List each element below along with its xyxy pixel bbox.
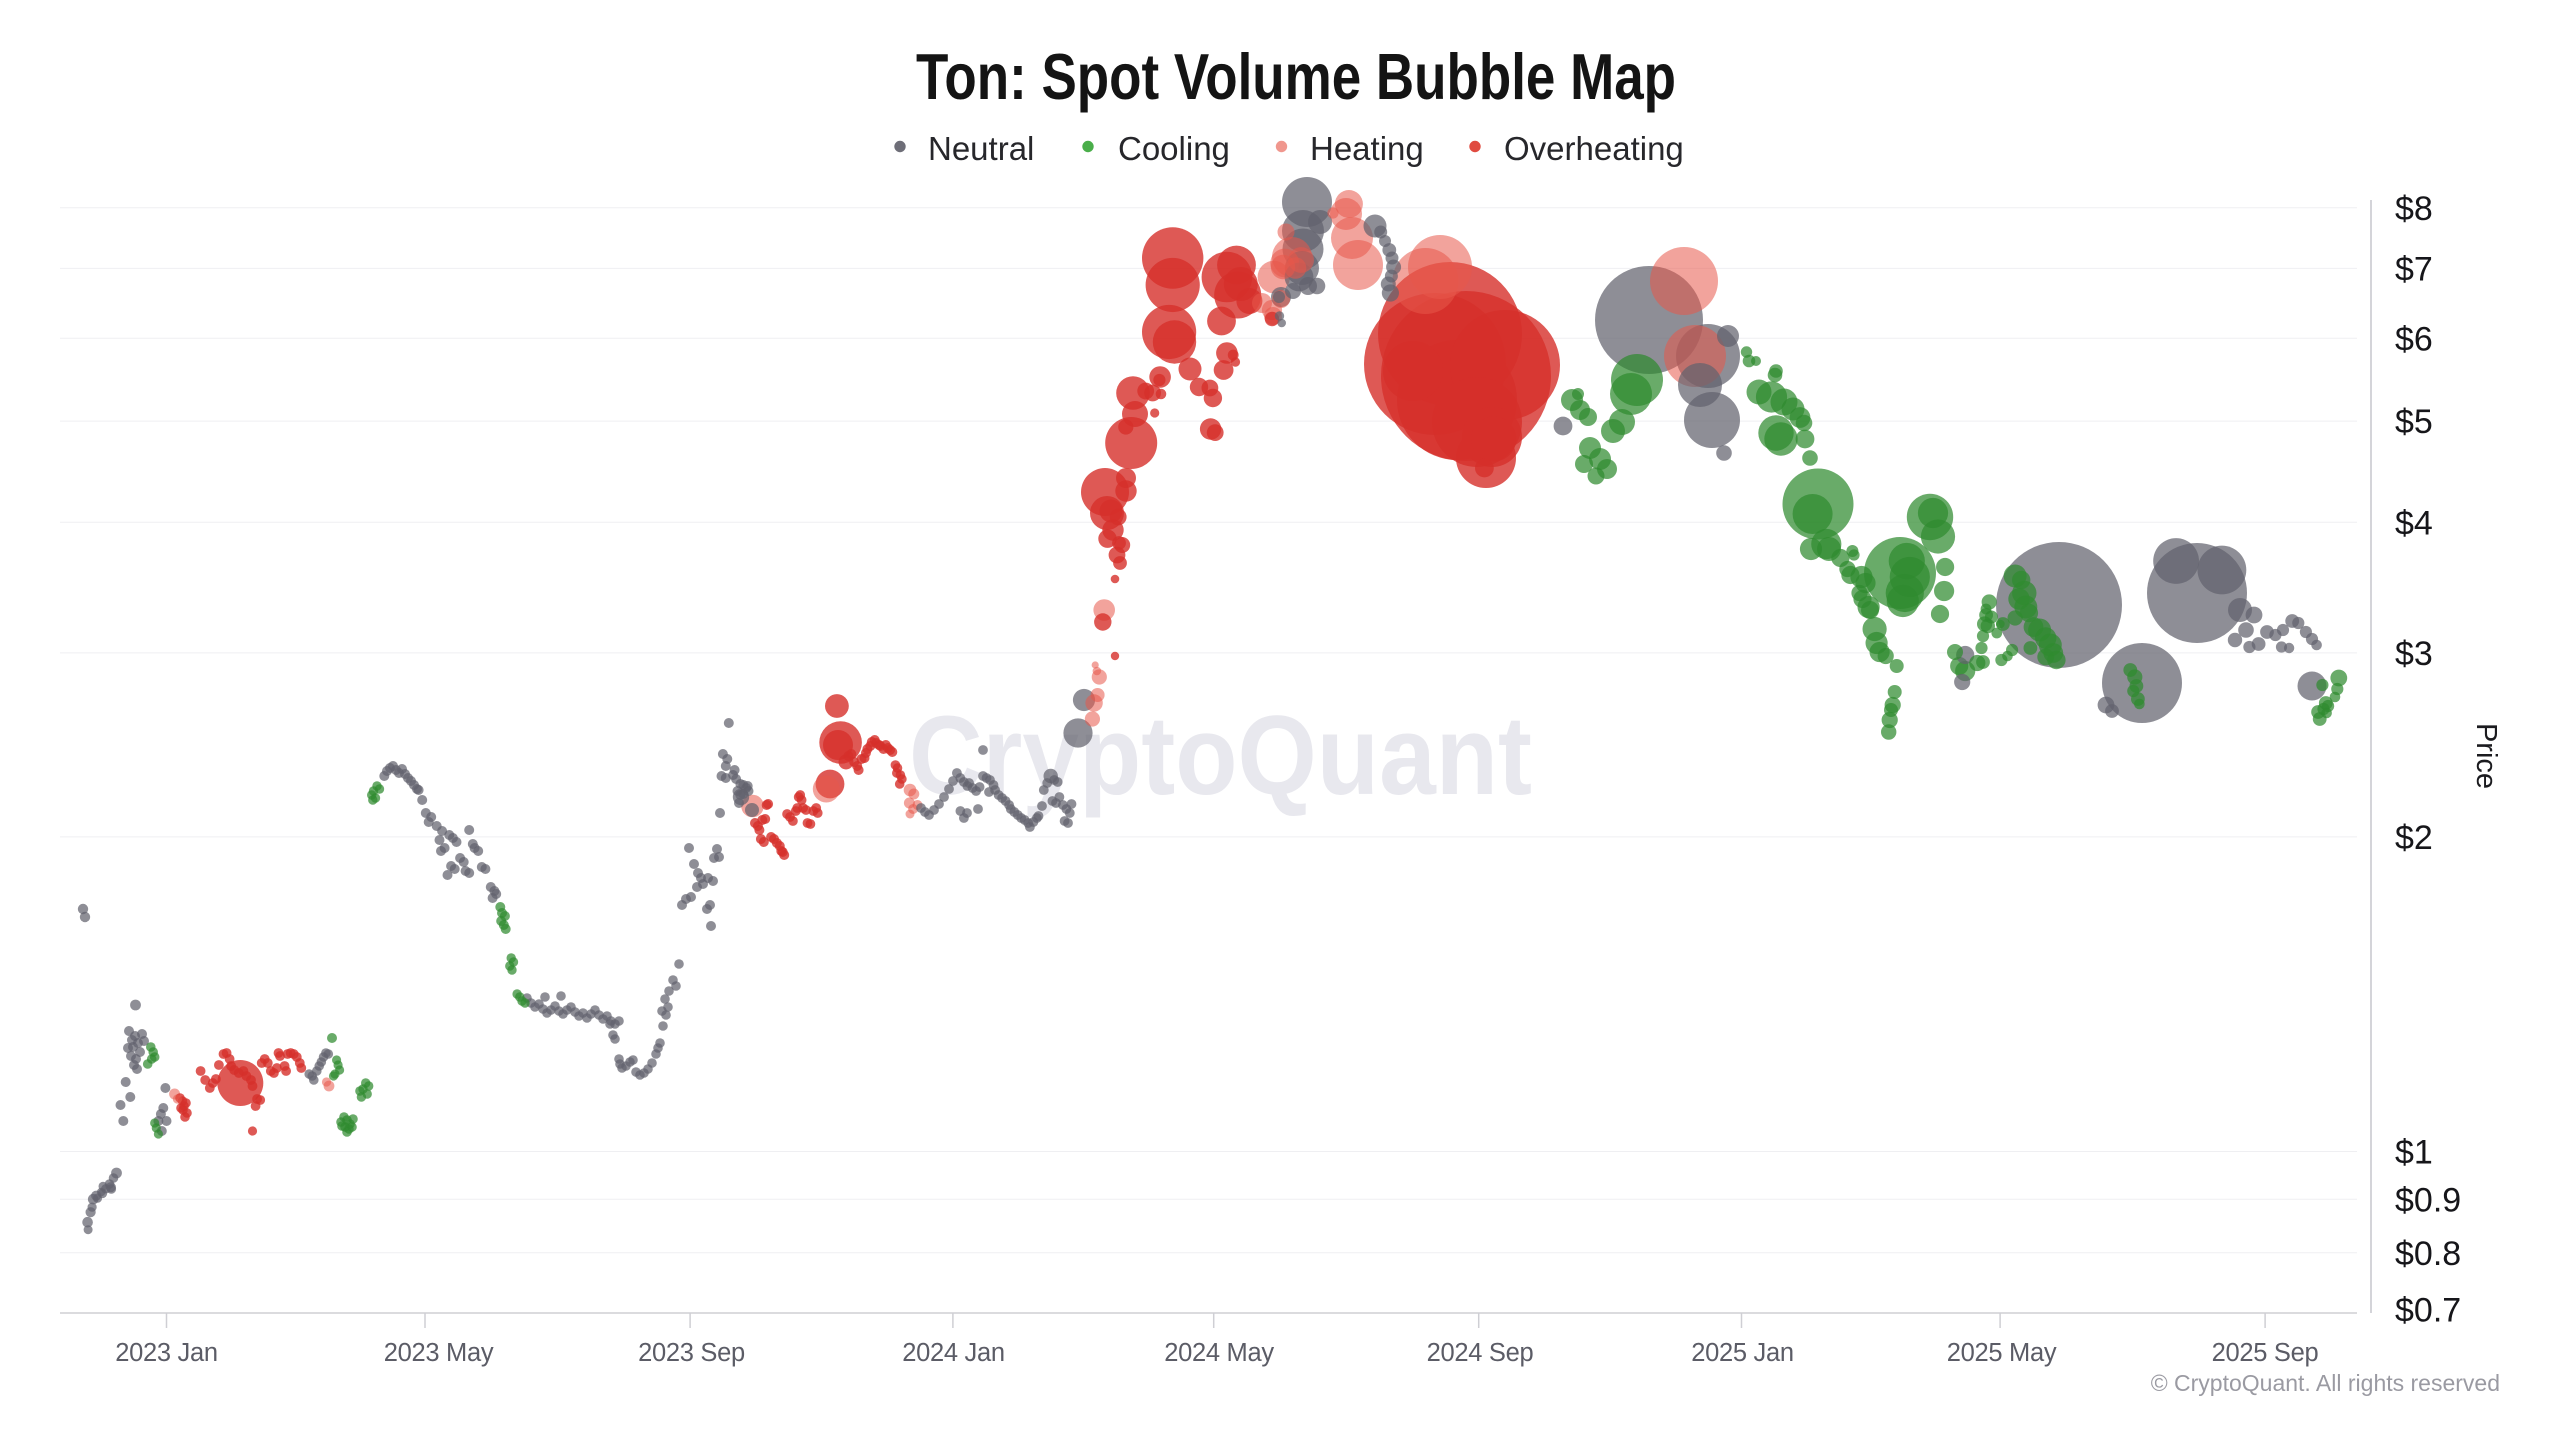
svg-text:2025 Jan: 2025 Jan	[1691, 1339, 1794, 1367]
svg-text:2023 May: 2023 May	[384, 1339, 494, 1367]
svg-text:$6: $6	[2395, 320, 2433, 358]
svg-text:Ton: Spot Volume Bubble Map: Ton: Spot Volume Bubble Map	[916, 40, 1676, 113]
svg-text:2023 Jan: 2023 Jan	[115, 1339, 218, 1367]
svg-text:2025 Sep: 2025 Sep	[2212, 1339, 2319, 1367]
svg-text:2025 May: 2025 May	[1947, 1339, 2057, 1367]
svg-text:$5: $5	[2395, 403, 2433, 441]
svg-text:$0.8: $0.8	[2395, 1235, 2461, 1273]
svg-text:$8: $8	[2395, 190, 2433, 228]
svg-text:Cooling: Cooling	[1118, 130, 1230, 167]
svg-text:2024 Sep: 2024 Sep	[1427, 1339, 1534, 1367]
svg-text:2023 Sep: 2023 Sep	[638, 1339, 745, 1367]
svg-text:© CryptoQuant. All rights rese: © CryptoQuant. All rights reserved	[2151, 1370, 2500, 1396]
svg-text:2024 Jan: 2024 Jan	[902, 1339, 1005, 1367]
svg-text:Heating: Heating	[1310, 130, 1424, 167]
svg-text:$2: $2	[2395, 819, 2433, 857]
svg-text:$7: $7	[2395, 250, 2433, 288]
svg-text:Neutral: Neutral	[928, 130, 1034, 167]
svg-text:CryptoQuant: CryptoQuant	[909, 693, 1532, 818]
svg-text:$4: $4	[2395, 504, 2433, 542]
svg-text:Overheating: Overheating	[1504, 130, 1684, 167]
svg-text:2024 May: 2024 May	[1164, 1339, 1274, 1367]
svg-text:$0.9: $0.9	[2395, 1181, 2461, 1219]
svg-text:$3: $3	[2395, 635, 2433, 673]
svg-text:$1: $1	[2395, 1134, 2433, 1172]
svg-text:$0.7: $0.7	[2395, 1291, 2461, 1329]
svg-text:Price: Price	[2470, 723, 2502, 789]
